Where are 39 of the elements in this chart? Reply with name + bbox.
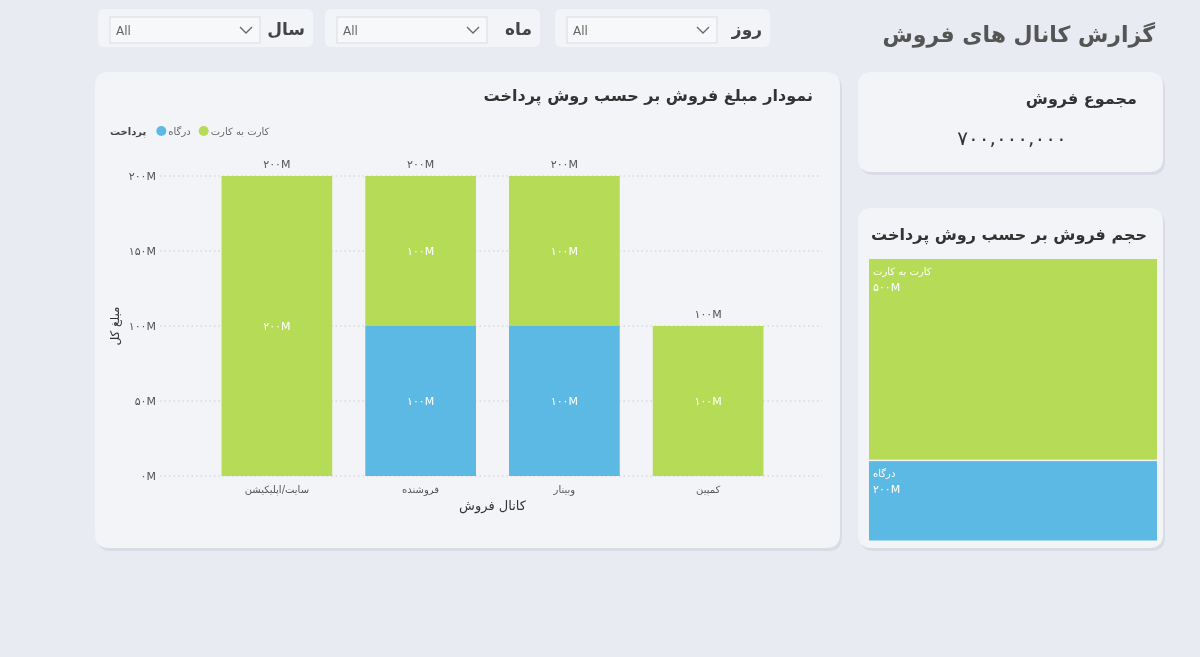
data-label: ۵۰۰M: [873, 281, 901, 294]
text: All: [343, 24, 358, 38]
y-axis-title: مبلغ کل: [108, 306, 122, 346]
data-label: ۱۰۰M: [550, 245, 578, 258]
data-label: ۲۰۰M: [263, 320, 291, 333]
legend-label: درگاه: [168, 126, 191, 137]
category-label: کارت به کارت: [873, 266, 932, 277]
x-tick-label: سایت/اپلیکیشن: [244, 484, 310, 496]
x-tick-label: فروشنده: [402, 484, 440, 496]
category-label: درگاه: [873, 468, 896, 480]
text: ۷۰۰,۰۰۰,۰۰۰: [957, 126, 1067, 150]
x-tick-label: کمپین: [696, 484, 721, 496]
total-label: ۱۰۰M: [694, 308, 722, 321]
text: ماه: [505, 19, 532, 39]
text: All: [573, 24, 588, 38]
total-label: ۲۰۰M: [550, 158, 578, 171]
chart-title: نمودار مبلغ فروش بر حسب روش پرداخت: [483, 86, 813, 106]
x-tick-label: وبینار: [552, 484, 576, 496]
text: مجموع فروش: [1025, 89, 1137, 108]
y-tick-label: ۱۰۰M: [128, 320, 156, 333]
text: All: [116, 24, 131, 38]
text: گزارش کانال های فروش: [882, 21, 1156, 48]
text: روز: [730, 19, 762, 40]
x-axis-title: کانال فروش: [459, 498, 527, 514]
y-tick-label: ۰M: [140, 470, 156, 483]
data-label: ۱۰۰M: [694, 395, 722, 408]
data-label: ۱۰۰M: [550, 395, 578, 408]
legend-label: کارت به کارت: [210, 126, 270, 137]
total-label: ۲۰۰M: [407, 158, 435, 171]
y-tick-label: ۲۰۰M: [128, 170, 156, 183]
data-label: ۱۰۰M: [407, 395, 435, 408]
legend-title: پرداخت: [110, 126, 147, 138]
text: سال: [267, 19, 305, 39]
total-label: ۲۰۰M: [263, 158, 291, 171]
text: حجم فروش بر حسب روش پرداخت: [871, 225, 1147, 245]
data-label: ۱۰۰M: [407, 245, 435, 258]
data-label: ۲۰۰M: [873, 483, 901, 497]
y-tick-label: ۱۵۰M: [128, 245, 156, 258]
y-tick-label: ۵۰M: [134, 395, 156, 408]
